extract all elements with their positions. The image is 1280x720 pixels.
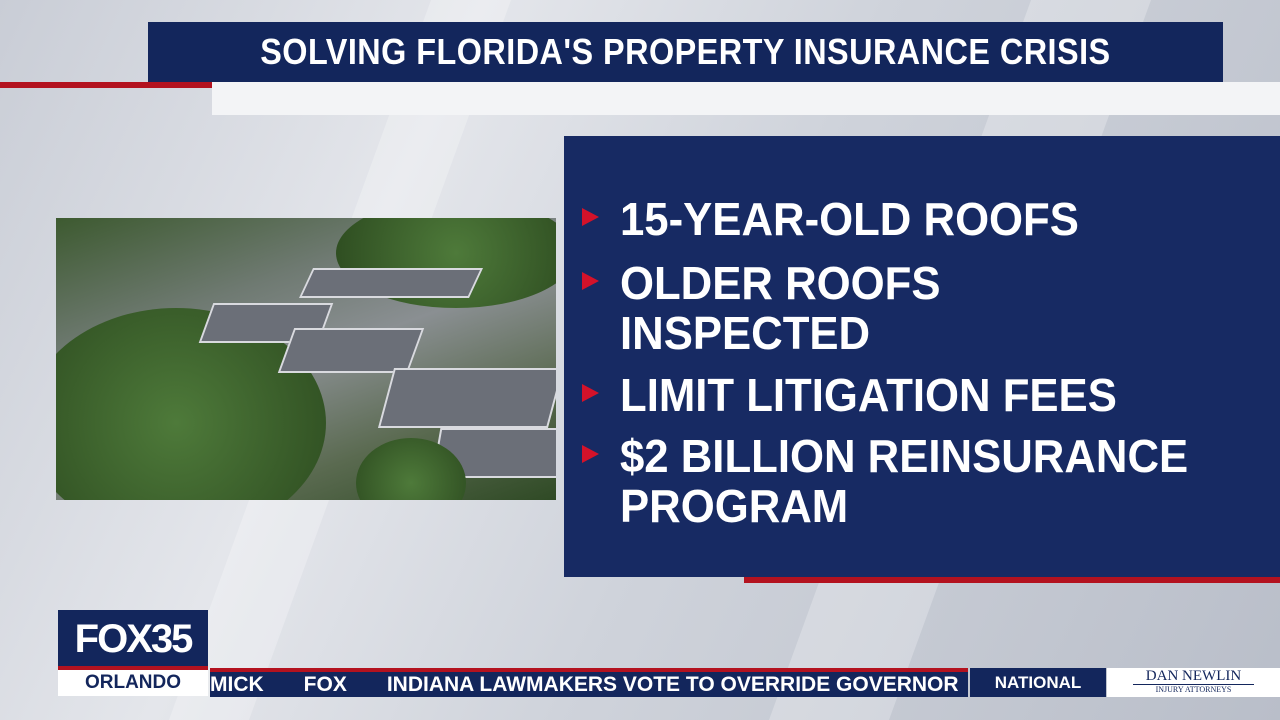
ticker-category: NATIONAL [970, 668, 1106, 697]
bullet-text: 15-YEAR-OLD ROOFS [620, 193, 1079, 245]
bullet-text: PROGRAM [620, 480, 849, 532]
bullet-panel [564, 136, 1280, 577]
headline-bar: SOLVING FLORIDA'S PROPERTY INSURANCE CRI… [148, 22, 1223, 82]
bullet-text: LIMIT LITIGATION FEES [620, 369, 1117, 421]
triangle-bullet-icon [582, 272, 599, 290]
triangle-bullet-icon [582, 445, 599, 463]
news-ticker: MICK FOX INDIANA LAWMAKERS VOTE TO OVERR… [210, 668, 968, 697]
station-logo-text: FOX35 [74, 616, 194, 661]
sponsor-logo: DAN NEWLIN INJURY ATTORNEYS [1107, 668, 1280, 697]
ticker-prev-text: MICK [210, 672, 264, 696]
bullet-text: OLDER ROOFS [620, 257, 941, 309]
aerial-neighborhood-photo [56, 218, 556, 500]
triangle-bullet-icon [582, 384, 599, 402]
bullet-text: INSPECTED [620, 307, 871, 359]
accent-line [58, 666, 208, 670]
subheadline-bar [212, 82, 1280, 115]
accent-line [0, 82, 212, 88]
sponsor-subtitle: INJURY ATTORNEYS [1133, 684, 1254, 694]
fox-logo-icon: FOX [303, 672, 347, 696]
bullet-text: $2 BILLION REINSURANCE [620, 430, 1189, 482]
accent-line [744, 577, 1280, 583]
station-city: ORLANDO [58, 670, 208, 696]
station-logo: FOX35 [58, 610, 208, 668]
sponsor-name: DAN NEWLIN [1145, 668, 1242, 684]
headline: SOLVING FLORIDA'S PROPERTY INSURANCE CRI… [260, 31, 1111, 72]
triangle-bullet-icon [582, 208, 599, 226]
ticker-text: INDIANA LAWMAKERS VOTE TO OVERRIDE GOVER… [386, 672, 959, 696]
